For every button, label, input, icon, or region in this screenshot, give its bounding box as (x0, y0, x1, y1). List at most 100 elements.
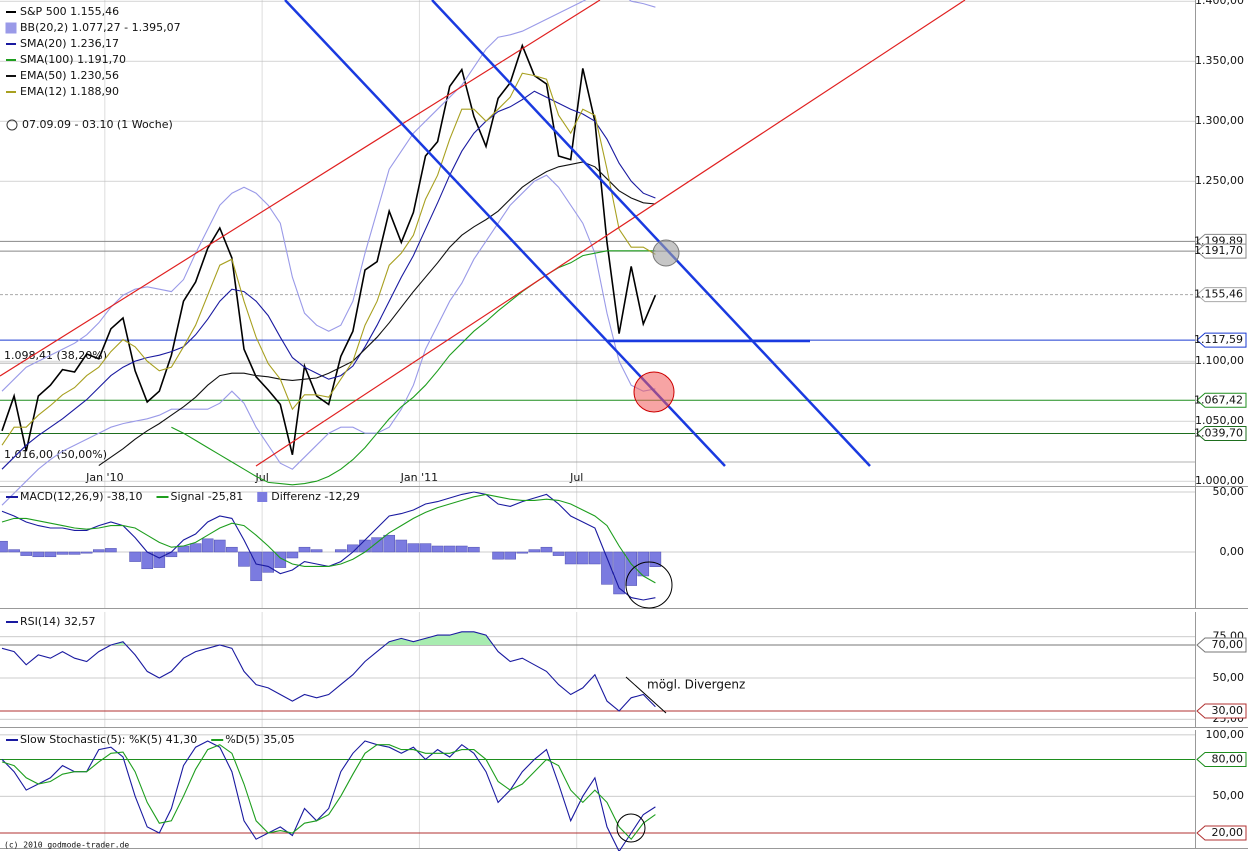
x-tick-label: Jan '11 (400, 471, 438, 484)
histogram-bar (44, 551, 57, 558)
histogram-bar (419, 543, 432, 553)
histogram-bar (32, 551, 45, 558)
histogram-bar (0, 540, 8, 553)
y-tick-label: 0,00 (1220, 545, 1245, 558)
level-tag (1196, 426, 1247, 442)
panel: 100,00 50,00 (0, 728, 1248, 851)
histogram-bar (68, 551, 81, 555)
histogram-bar (213, 539, 226, 553)
level-label: 1.117,59 (1194, 333, 1243, 346)
x-tick-label: Jan '10 (85, 471, 123, 484)
histogram-bar (274, 551, 287, 568)
histogram-bar (492, 551, 504, 560)
fib-label: 1.016,00 (50,00%) (4, 448, 107, 461)
divergence-line (625, 676, 667, 714)
histogram-bar (189, 543, 202, 553)
level-label: 1.191,70 (1194, 244, 1243, 257)
panel: Jan '10 Jul Jan '11 Jul1.400,001.350,001.30… (0, 0, 1248, 506)
y-tick-label: 100,00 (1206, 728, 1245, 741)
histogram-bar (601, 551, 613, 585)
legend-label: SMA(100) 1.191,70 (20, 53, 126, 66)
legend-label: Slow Stochastic(5): %K(5) 41,30 (20, 733, 197, 746)
histogram-bar (540, 546, 553, 553)
marker-circle (616, 813, 646, 843)
histogram-bar (564, 551, 577, 565)
series-line (1, 740, 656, 851)
y-tick-label: 1.000,00 (1195, 474, 1244, 487)
series-line (1, 43, 657, 455)
level-tag (1196, 287, 1247, 303)
x-tick-label: Jul (569, 471, 583, 484)
trend-line (255, 0, 966, 467)
histogram-bar (383, 534, 395, 553)
histogram-bar (262, 551, 274, 573)
legend-label: S&P 500 1.155,46 (20, 5, 119, 18)
legend-label: SMA(20) 1.236,17 (20, 37, 119, 50)
histogram-bar (105, 548, 117, 553)
histogram-bar (80, 551, 93, 554)
level-label: 30,00 (1212, 704, 1244, 717)
zone-fill (110, 631, 494, 645)
level-label: 70,00 (1212, 638, 1244, 651)
histogram-bar (201, 538, 214, 553)
marker-circle (652, 239, 680, 267)
histogram-bar (92, 549, 105, 553)
histogram-bar (310, 549, 323, 553)
legend-swatch (5, 22, 17, 34)
level-tag (1196, 703, 1247, 719)
legend-label: EMA(50) 1.230,56 (20, 69, 119, 82)
level-tag (1196, 751, 1247, 767)
series-line (1, 72, 656, 446)
histogram-bar (334, 549, 347, 553)
y-tick-label: 50,00 (1213, 789, 1245, 802)
series-line (1, 744, 656, 841)
clock-icon (6, 119, 18, 131)
legend-label: RSI(14) 32,57 (20, 615, 95, 628)
series-line (1, 174, 656, 506)
marker-circle (625, 561, 673, 609)
series-line (98, 161, 656, 467)
footer: (c) 2010 godmode-trader.de (4, 841, 129, 850)
histogram-bar (443, 545, 456, 553)
histogram-bar (468, 546, 480, 553)
y-tick-label: 50,00 (1213, 485, 1245, 498)
level-tag (1196, 332, 1247, 348)
level-tag (1196, 243, 1247, 259)
histogram-bar (250, 551, 262, 582)
histogram-bar (528, 549, 541, 553)
series-line (1, 493, 656, 584)
legend-label: %D(5) 35,05 (225, 733, 295, 746)
annotation: mögl. Divergenz (647, 678, 745, 692)
histogram-bar (552, 551, 565, 556)
level-label: 1.039,70 (1194, 427, 1243, 440)
subtitle: 07.09.09 - 03.10 (1 Woche) (22, 118, 173, 131)
level-label: 1.155,46 (1194, 288, 1243, 301)
level-label: 20,00 (1212, 826, 1244, 839)
histogram-bar (359, 539, 371, 553)
histogram-bar (576, 551, 589, 565)
histogram-bar (153, 551, 166, 568)
histogram-bar (407, 543, 420, 553)
series-line (171, 250, 656, 486)
histogram-bar (129, 551, 141, 562)
histogram-bar (455, 545, 468, 553)
y-tick-label: 1.350,00 (1195, 54, 1244, 67)
legend-label: Signal -25,81 (171, 490, 244, 503)
y-tick-label: 1.100,00 (1195, 354, 1244, 367)
trend-line (431, 0, 871, 467)
trend-line (0, 0, 601, 377)
marker-circle (633, 371, 675, 413)
histogram-bar (56, 551, 69, 555)
y-tick-label: 1.300,00 (1195, 114, 1244, 127)
series-line (1, 631, 656, 712)
level-tag (1196, 392, 1247, 408)
drawings (0, 0, 966, 843)
legend-swatch (257, 492, 268, 502)
histogram-bar (504, 551, 516, 560)
series-line (1, 90, 656, 470)
histogram-bar (20, 551, 32, 556)
